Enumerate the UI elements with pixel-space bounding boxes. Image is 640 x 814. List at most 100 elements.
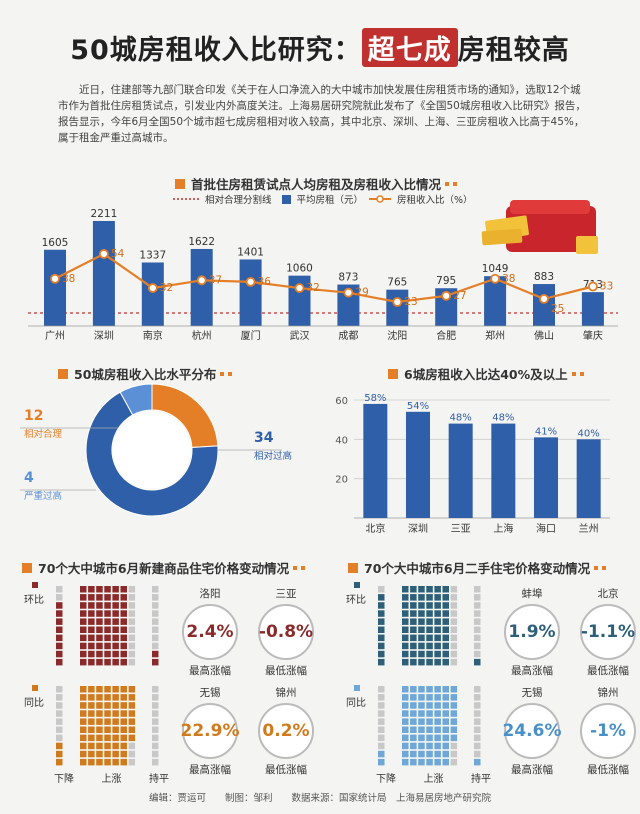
waffle-cell-up [104, 710, 111, 717]
panel-new-title: 70个大中城市6月新建商品住宅价格变动情况 [22, 558, 306, 577]
waffle-cell-up [120, 650, 127, 658]
waffle-cell-up [434, 726, 441, 733]
rent-value-label: 883 [534, 271, 554, 283]
waffle-cell-up [450, 742, 458, 750]
waffle-cell-up [80, 702, 87, 709]
rent-bar [239, 259, 262, 326]
category-tick-label: 肇庆 [583, 329, 603, 342]
waffle-cell-up [434, 634, 441, 642]
ratio-point [539, 294, 549, 304]
waffle-cell-up [96, 642, 103, 650]
y-tick-label: 40 [335, 435, 348, 446]
waffle-cell-up [80, 710, 87, 717]
waffle-cell-up [410, 634, 417, 642]
waffle-cell-up [104, 594, 111, 601]
waffle-cell-up [80, 594, 87, 601]
waffle-cell-up [120, 618, 127, 625]
rent-bar [533, 284, 555, 326]
waffle-cell-up [112, 602, 119, 609]
rent-value-label: 1337 [139, 249, 166, 261]
waffle-cell-up [450, 734, 458, 742]
waffle-cell-down [378, 734, 385, 742]
waffle-cell-flat [474, 610, 481, 617]
waffle-cell-up [96, 594, 103, 601]
category-tick-label: 北京 [365, 522, 385, 535]
waffle-cell-up [88, 634, 95, 642]
waffle-cell-flat [152, 650, 159, 658]
ratio-value-label: 36 [258, 276, 272, 288]
stat-label: 最低涨幅 [587, 764, 629, 776]
stat-label: 最高涨幅 [511, 764, 553, 776]
waffle-cell-down [378, 710, 385, 717]
waffle-cell-flat [152, 694, 159, 701]
bar-value-label: 40% [578, 428, 600, 439]
waffle-cell-up [426, 586, 433, 593]
waffle-cell-up [88, 642, 95, 650]
waffle-cell-up [128, 758, 136, 766]
waffle-cell-up [410, 702, 417, 709]
stat-city: 三亚 [275, 588, 297, 600]
ratio-legend-icon [369, 195, 392, 203]
waffle-cell-up [410, 626, 417, 633]
waffle-cell-flat [152, 726, 159, 733]
waffle-cell-up [442, 694, 449, 701]
stat-block: 洛阳 2.4% 最高涨幅 [178, 586, 242, 678]
rent-value-label: 2211 [91, 208, 118, 220]
waffle-cell-up [434, 626, 441, 633]
waffle-cell-up [410, 694, 417, 701]
axis-down: 下降 [54, 774, 74, 785]
waffle-cell-up [80, 586, 87, 593]
stat-value: 1.9% [504, 604, 560, 660]
waffle-cell-up [426, 686, 433, 693]
axis-flat: 持平 [471, 774, 491, 785]
deco-dot-icon [594, 565, 599, 570]
waffle-cell-flat [474, 586, 481, 593]
waffle-cell-down [378, 602, 385, 609]
category-tick-label: 兰州 [579, 522, 599, 535]
waffle-cell-up [112, 726, 119, 733]
waffle-cell-down [56, 610, 63, 617]
waffle-cell-up [96, 718, 103, 725]
category-tick-label: 武汉 [290, 329, 310, 342]
waffle-cell-up [418, 586, 425, 593]
waffle-cell-up [418, 658, 425, 666]
bar-value-label: 48% [450, 413, 472, 424]
waffle-cell-up [402, 626, 409, 633]
bar [363, 403, 388, 518]
waffle-cell-up [434, 658, 441, 666]
ratio-point [147, 283, 158, 293]
bar [448, 423, 473, 518]
waffle-cell-up [112, 742, 119, 750]
waffle-cell-up [402, 650, 409, 658]
ratio-value-label: 33 [600, 281, 613, 293]
rent-value-label: 1401 [237, 246, 264, 258]
waffle-cell-up [450, 586, 458, 593]
waffle-cell-up [120, 734, 127, 742]
rent-value-label: 1605 [42, 237, 69, 249]
rent-bar [141, 262, 164, 326]
waffle-cell-up [426, 726, 433, 733]
waffle-cell-up [426, 618, 433, 625]
stat-block: 无锡 22.9% 最高涨幅 [178, 685, 242, 777]
stat-block: 锦州 0.2% 最低涨幅 [254, 685, 318, 777]
waffle-cell-up [426, 750, 433, 758]
waffle-cell-flat [474, 734, 481, 742]
waffle-cell-up [88, 718, 95, 725]
stat-city: 锦州 [597, 687, 619, 699]
waffle-cell-up [450, 650, 458, 658]
waffle-cell-up [410, 650, 417, 658]
waffle-cell-up [96, 726, 103, 733]
stat-value: -1.1% [580, 604, 636, 660]
panel-new-row2-label: 同比 [24, 685, 44, 709]
stat-block: 蚌埠 1.9% 最高涨幅 [500, 586, 564, 678]
waffle-cell-up [80, 734, 87, 742]
waffle-cell-up [450, 618, 458, 625]
waffle-cell-up [402, 702, 409, 709]
waffle-cell-flat [152, 750, 159, 758]
waffle-cell-up [442, 626, 449, 633]
waffle-cell-flat [474, 742, 481, 750]
waffle-cell-up [418, 650, 425, 658]
waffle-cell-up [80, 618, 87, 625]
waffle-cell-up [104, 702, 111, 709]
waffle-cell-flat [474, 594, 481, 601]
